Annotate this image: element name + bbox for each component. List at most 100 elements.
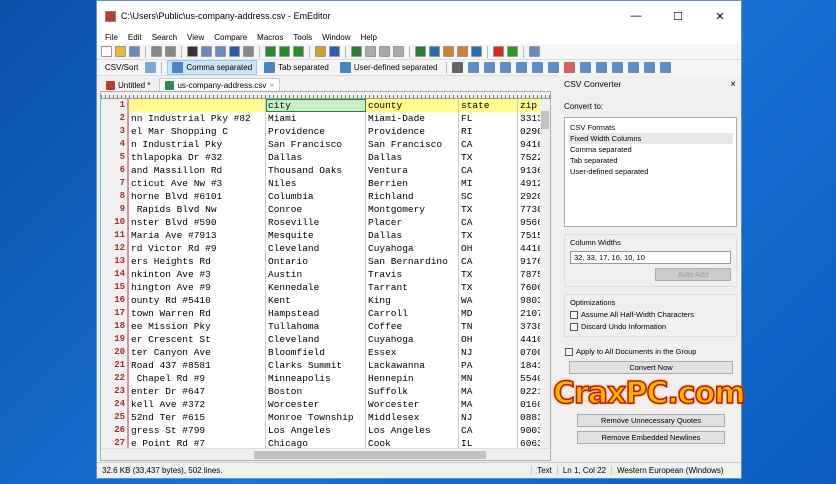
cell[interactable]: e Point Rd #7: [129, 437, 266, 450]
cell[interactable]: NJ: [459, 346, 518, 359]
csv-grid-icon[interactable]: [145, 62, 157, 73]
cell[interactable]: rd Victor Rd #9: [129, 242, 266, 255]
toolbar-icon-15[interactable]: [351, 46, 362, 57]
csv-editor[interactable]: 1 city county state zip 2 nn Industrial Pky #8…: [100, 91, 551, 461]
toolbar-icon-17[interactable]: [379, 46, 390, 57]
toolbar-icon-23[interactable]: [471, 46, 482, 57]
cell[interactable]: Monroe Township: [266, 411, 366, 424]
cell[interactable]: 9410: [520, 139, 541, 150]
cell[interactable]: OH: [459, 242, 518, 255]
menu-edit[interactable]: Edit: [127, 33, 142, 42]
table-row[interactable]: 5 thlapopka Dr #32 Dallas Dallas TX 7522: [101, 151, 541, 164]
toolbar-icon-25[interactable]: [507, 46, 518, 57]
cell[interactable]: Middlesex: [366, 411, 459, 424]
csv-tool-icon-13[interactable]: [660, 62, 672, 73]
cell[interactable]: 7875: [520, 269, 541, 280]
table-row[interactable]: 17 town Warren Rd Hampstead Carroll MD 2107: [101, 307, 541, 320]
cell[interactable]: Los Angeles: [266, 424, 366, 437]
cell[interactable]: TX: [459, 281, 518, 294]
cell[interactable]: Los Angeles: [366, 424, 459, 437]
toolbar-icon-16[interactable]: [365, 46, 376, 57]
user-defined-separated-button[interactable]: User-defined separated: [336, 61, 442, 74]
cell[interactable]: 7606: [520, 282, 541, 293]
cell[interactable]: 7522: [520, 152, 541, 163]
cell[interactable]: MN: [459, 372, 518, 385]
cell[interactable]: Cook: [366, 437, 459, 450]
header-row[interactable]: 1 city county state zip: [101, 99, 541, 112]
cell[interactable]: 2920: [520, 191, 541, 202]
cell[interactable]: Travis: [366, 268, 459, 281]
table-row[interactable]: 9 Rapids Blvd Nw Conroe Montgomery TX 7730: [101, 203, 541, 216]
cell[interactable]: Coffee: [366, 320, 459, 333]
cell[interactable]: horne Blvd #6101: [129, 190, 266, 203]
table-row[interactable]: 22 Chapel Rd #9 Minneapolis Hennepin MN 5540: [101, 372, 541, 385]
toolbar-icon-19[interactable]: [415, 46, 426, 57]
cell[interactable]: CA: [459, 164, 518, 177]
table-row[interactable]: 24 kell Ave #372 Worcester Worcester MA 0160: [101, 398, 541, 411]
cell[interactable]: CA: [459, 255, 518, 268]
remove-newlines-button[interactable]: Remove Embedded Newlines: [577, 431, 725, 444]
convert-now-button[interactable]: Convert Now: [569, 361, 733, 374]
cell[interactable]: CA: [459, 424, 518, 437]
cell[interactable]: and Massillon Rd: [129, 164, 266, 177]
menu-help[interactable]: Help: [360, 33, 377, 42]
cell[interactable]: OH: [459, 333, 518, 346]
cell[interactable]: San Bernardino: [366, 255, 459, 268]
csv-tool-icon-10[interactable]: [612, 62, 624, 73]
cell[interactable]: 6063: [520, 438, 541, 449]
cell[interactable]: Ontario: [266, 255, 366, 268]
cell[interactable]: enter Dr #647: [129, 385, 266, 398]
cell[interactable]: Suffolk: [366, 385, 459, 398]
menu-window[interactable]: Window: [322, 33, 351, 42]
cell[interactable]: TX: [459, 229, 518, 242]
cell[interactable]: Lackawanna: [366, 359, 459, 372]
csv-tool-icon-8[interactable]: [580, 62, 592, 73]
table-row[interactable]: 18 ee Mission Pky Tullahoma Coffee TN 3738: [101, 320, 541, 333]
cell[interactable]: er Crescent St: [129, 333, 266, 346]
csv-tool-icon-1[interactable]: [468, 62, 480, 73]
cell[interactable]: county: [366, 99, 459, 112]
cell[interactable]: 9003: [520, 425, 541, 436]
format-tab[interactable]: Tab separated: [570, 156, 618, 165]
cell[interactable]: 9176: [520, 256, 541, 267]
cell[interactable]: zip: [518, 99, 541, 112]
toolbar-icon-9[interactable]: [243, 46, 254, 57]
csv-tool-icon-12[interactable]: [644, 62, 656, 73]
vertical-scrollbar[interactable]: [540, 99, 550, 450]
cell[interactable]: Montgomery: [366, 203, 459, 216]
minimize-button[interactable]: —: [630, 10, 642, 22]
csv-tool-icon-0[interactable]: [452, 62, 464, 73]
cell[interactable]: MI: [459, 177, 518, 190]
cell[interactable]: 2107: [520, 308, 541, 319]
csv-tool-icon-3[interactable]: [500, 62, 512, 73]
toolbar-icon-1[interactable]: [115, 46, 126, 57]
cell[interactable]: Conroe: [266, 203, 366, 216]
cell[interactable]: cticut Ave Nw #3: [129, 177, 266, 190]
cell[interactable]: MA: [459, 398, 518, 411]
table-row[interactable]: 20 ter Canyon Ave Bloomfield Essex NJ 0700: [101, 346, 541, 359]
toolbar-icon-13[interactable]: [315, 46, 326, 57]
format-comma[interactable]: Comma separated: [570, 145, 632, 154]
csv-tool-icon-5[interactable]: [532, 62, 544, 73]
cell[interactable]: Boston: [266, 385, 366, 398]
toolbar-icon-3[interactable]: [151, 46, 162, 57]
cell[interactable]: city: [266, 99, 366, 112]
cell[interactable]: town Warren Rd: [129, 307, 266, 320]
close-button[interactable]: ✕: [715, 10, 725, 23]
table-row[interactable]: 21 Road 437 #8581 Clarks Summit Lackawanna P…: [101, 359, 541, 372]
cell[interactable]: NJ: [459, 411, 518, 424]
cell[interactable]: Maria Ave #7913: [129, 229, 266, 242]
cell[interactable]: MD: [459, 307, 518, 320]
menu-compare[interactable]: Compare: [214, 33, 248, 42]
cell[interactable]: Columbia: [266, 190, 366, 203]
cell[interactable]: MA: [459, 385, 518, 398]
table-row[interactable]: 14 nkinton Ave #3 Austin Travis TX 7875: [101, 268, 541, 281]
tab-us-company-address[interactable]: us-company-address.csv ×: [159, 78, 281, 92]
discard-undo-checkbox[interactable]: Discard Undo Information: [570, 322, 731, 331]
format-fixed-width[interactable]: Fixed Width Columns: [568, 133, 733, 144]
auto-add-button[interactable]: Auto Add: [655, 268, 731, 281]
table-row[interactable]: 19 er Crescent St Cleveland Cuyahoga OH 4410: [101, 333, 541, 346]
cell[interactable]: 1841: [520, 360, 541, 371]
cell[interactable]: 9803: [520, 295, 541, 306]
cell[interactable]: Dallas: [366, 151, 459, 164]
